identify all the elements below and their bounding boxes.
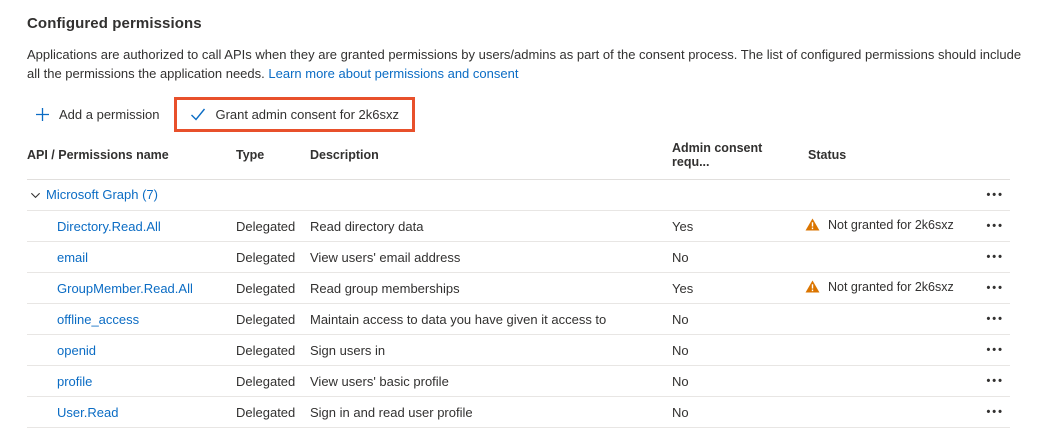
permission-type: Delegated <box>236 365 310 397</box>
table-row: offline_access Delegated Maintain access… <box>27 303 1010 335</box>
page-title: Configured permissions <box>27 15 202 32</box>
permission-description: Read group memberships <box>310 272 672 304</box>
plus-icon <box>35 107 50 122</box>
status-text: Not granted for 2k6sxz <box>828 217 954 232</box>
table-row: GroupMember.Read.All Delegated Read grou… <box>27 272 1010 304</box>
row-menu-button[interactable]: ••• <box>986 247 1010 267</box>
warning-icon <box>805 280 820 293</box>
table-header-row: API / Permissions name Type Description … <box>27 137 1010 180</box>
chevron-down-icon <box>30 190 41 201</box>
permission-link[interactable]: User.Read <box>57 404 119 420</box>
permission-link[interactable]: GroupMember.Read.All <box>57 280 193 296</box>
table-row: profile Delegated View users' basic prof… <box>27 365 1010 397</box>
permission-link[interactable]: offline_access <box>57 311 140 327</box>
admin-consent-value: No <box>672 396 790 428</box>
permission-description: View users' basic profile <box>310 365 672 397</box>
permission-link[interactable]: email <box>57 249 89 265</box>
permission-link[interactable]: Directory.Read.All <box>57 218 161 234</box>
row-menu-button[interactable]: ••• <box>986 371 1010 391</box>
permission-type: Delegated <box>236 210 310 242</box>
admin-consent-value: No <box>672 334 790 366</box>
row-menu-button[interactable]: ••• <box>986 278 1010 298</box>
admin-consent-value: Yes <box>672 272 790 304</box>
header-api-name: API / Permissions name <box>27 137 236 180</box>
annotation-highlight-box: Grant admin consent for 2k6sxz <box>174 96 415 132</box>
status-badge: Not granted for 2k6sxz <box>790 280 954 294</box>
header-description: Description <box>310 137 672 180</box>
header-status: Status <box>790 137 970 180</box>
description-text: Applications are authorized to call APIs… <box>27 47 1022 81</box>
permission-type: Delegated <box>236 303 310 335</box>
permission-description: Sign users in <box>310 334 672 366</box>
permission-type: Delegated <box>236 334 310 366</box>
status-text: Not granted for 2k6sxz <box>828 279 954 294</box>
row-menu-button[interactable]: ••• <box>986 309 1010 329</box>
row-menu-button[interactable]: ••• <box>986 340 1010 360</box>
row-menu-button[interactable]: ••• <box>986 216 1010 236</box>
table-row: Directory.Read.All Delegated Read direct… <box>27 210 1010 242</box>
header-type: Type <box>236 137 310 180</box>
status-badge: Not granted for 2k6sxz <box>790 218 954 232</box>
header-admin-consent: Admin consent requ... <box>672 137 790 180</box>
api-group-row: Microsoft Graph (7) ••• <box>27 179 1010 211</box>
permission-link[interactable]: openid <box>57 342 97 358</box>
header-menu <box>970 137 1010 180</box>
add-permission-label: Add a permission <box>59 106 160 122</box>
group-expand-toggle[interactable]: Microsoft Graph (7) <box>27 187 158 202</box>
permission-type: Delegated <box>236 396 310 428</box>
section-description: Applications are authorized to call APIs… <box>27 45 1035 83</box>
row-menu-button[interactable]: ••• <box>986 185 1010 205</box>
permission-description: Maintain access to data you have given i… <box>310 303 672 335</box>
grant-admin-consent-button[interactable]: Grant admin consent for 2k6sxz <box>182 100 407 129</box>
add-permission-button[interactable]: Add a permission <box>27 100 167 129</box>
permission-description: Read directory data <box>310 210 672 242</box>
permission-description: Sign in and read user profile <box>310 396 672 428</box>
admin-consent-value: No <box>672 303 790 335</box>
command-bar: Add a permission Grant admin consent for… <box>27 95 1037 133</box>
grant-admin-consent-label: Grant admin consent for 2k6sxz <box>215 106 399 122</box>
table-row: openid Delegated Sign users in No ••• <box>27 334 1010 366</box>
row-menu-button[interactable]: ••• <box>986 402 1010 422</box>
admin-consent-value: No <box>672 241 790 273</box>
permissions-table: API / Permissions name Type Description … <box>27 137 1010 428</box>
permission-link[interactable]: profile <box>57 373 93 389</box>
learn-more-link[interactable]: Learn more about permissions and consent <box>268 66 519 81</box>
admin-consent-value: No <box>672 365 790 397</box>
checkmark-icon <box>190 108 206 121</box>
table-row: email Delegated View users' email addres… <box>27 241 1010 273</box>
configured-permissions-section: Configured permissions Applications are … <box>27 15 1037 428</box>
permission-description: View users' email address <box>310 241 672 273</box>
api-group-link[interactable]: Microsoft Graph (7) <box>46 186 158 202</box>
warning-icon <box>805 218 820 231</box>
permission-type: Delegated <box>236 241 310 273</box>
permission-type: Delegated <box>236 272 310 304</box>
table-row: User.Read Delegated Sign in and read use… <box>27 396 1010 428</box>
admin-consent-value: Yes <box>672 210 790 242</box>
